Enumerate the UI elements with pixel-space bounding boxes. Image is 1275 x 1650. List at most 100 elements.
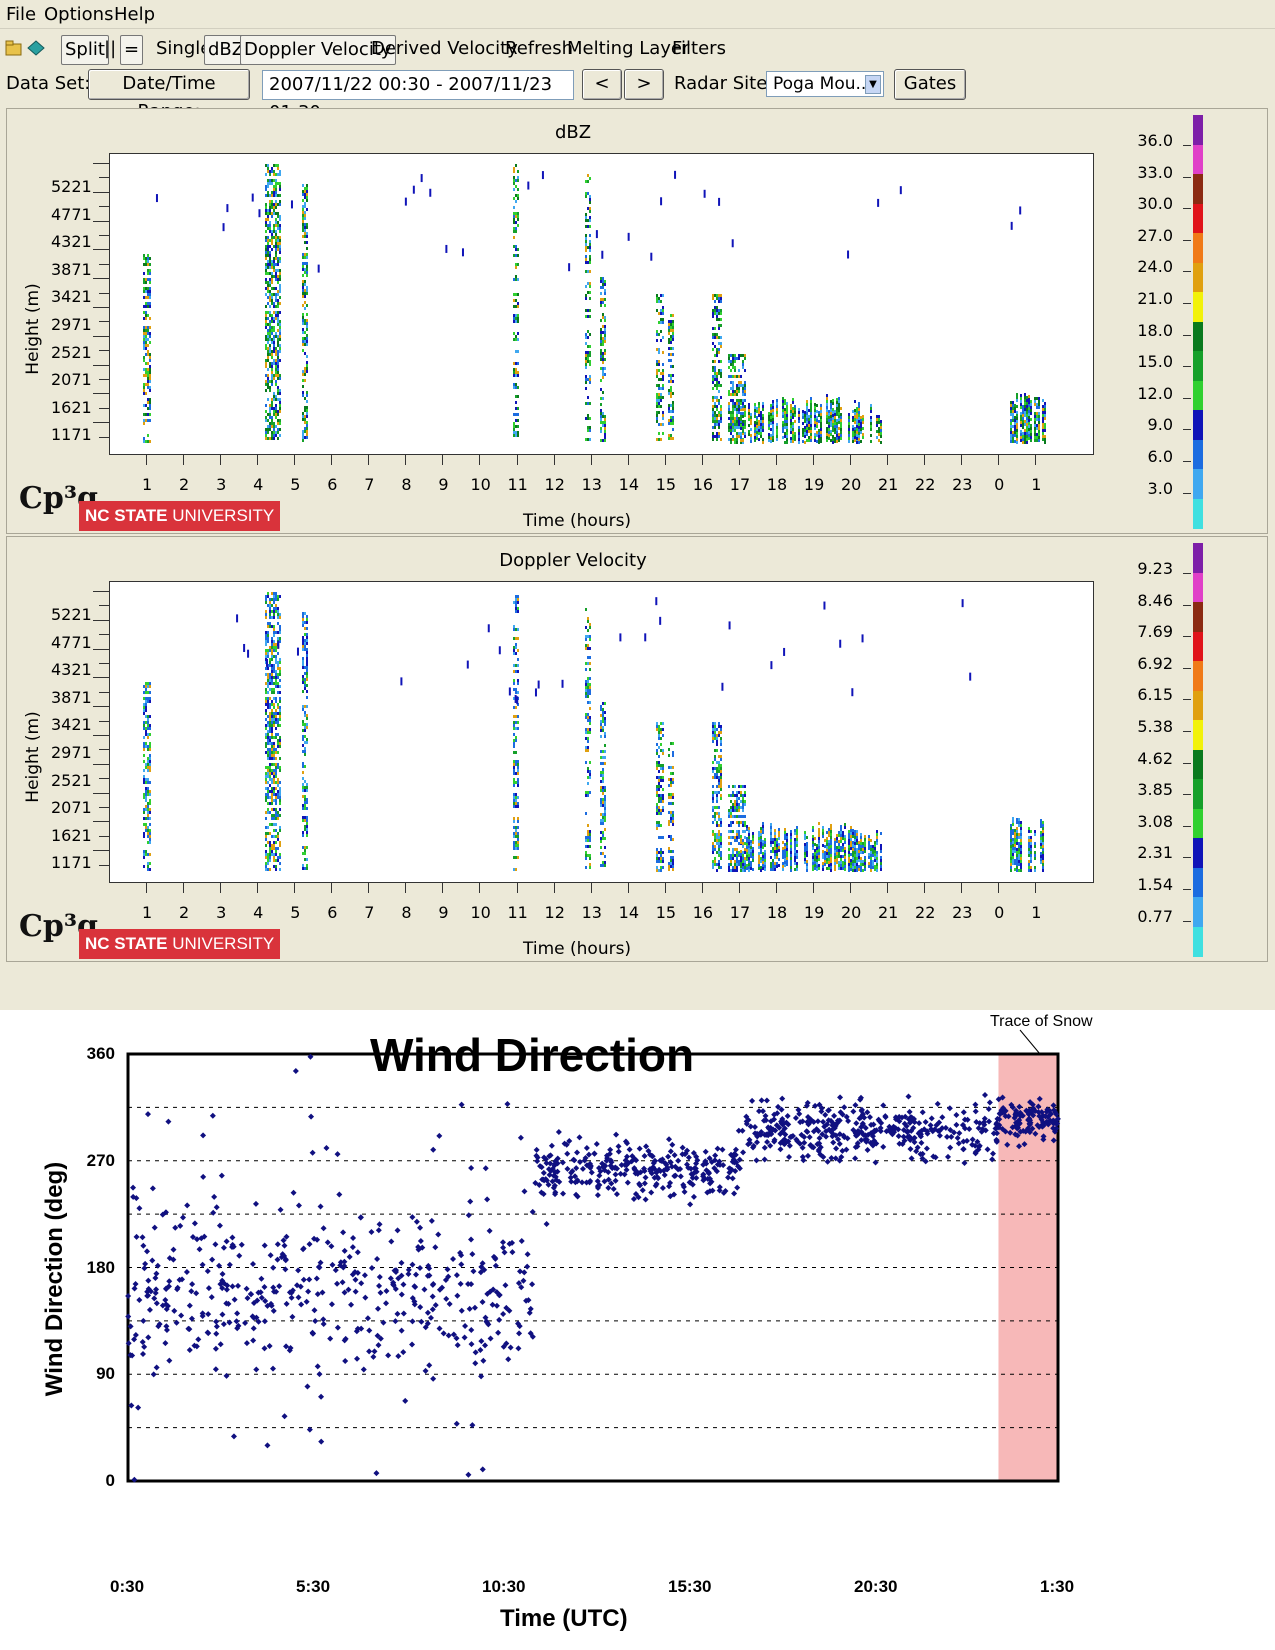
- echo-pixel: [589, 836, 591, 839]
- echo-pixel: [277, 203, 279, 206]
- single-button[interactable]: Single: [156, 38, 212, 59]
- doppler-plot[interactable]: [110, 582, 1093, 882]
- next-button[interactable]: >: [624, 69, 664, 100]
- open-icon[interactable]: [4, 38, 24, 58]
- echo-pixel: [672, 865, 674, 868]
- echo-pixel: [149, 835, 151, 838]
- echo-pixel: [302, 615, 304, 618]
- echo-pixel: [1034, 857, 1036, 860]
- menu-file[interactable]: File: [6, 4, 37, 25]
- echo-pixel: [772, 433, 774, 436]
- echo-pixel: [269, 868, 271, 871]
- echo-pixel: [662, 372, 664, 375]
- ncsu-bold-2: NC STATE: [85, 934, 168, 953]
- save-icon[interactable]: [26, 38, 46, 58]
- echo-pixel: [828, 861, 830, 864]
- echo-pixel: [587, 336, 589, 339]
- echo-pixel: [306, 421, 308, 424]
- echo-pixel: [143, 422, 145, 425]
- echo-pixel: [818, 441, 820, 444]
- doppler-velocity-button[interactable]: Doppler Velocity: [240, 35, 396, 65]
- echo-pixel: [149, 371, 151, 374]
- date-time-range-field[interactable]: 2007/11/22 00:30 - 2007/11/23 01:30: [262, 70, 574, 123]
- echo-pixel: [672, 338, 674, 341]
- echo-pixel: [273, 772, 275, 775]
- echo-pixel: [1020, 394, 1022, 397]
- echo-pixel: [1012, 844, 1014, 847]
- echo-pixel: [876, 424, 878, 427]
- echo-pixel: [810, 412, 812, 415]
- echo-pixel: [830, 827, 832, 830]
- echo-pixel: [662, 860, 664, 863]
- echo-pixel: [718, 435, 720, 438]
- echo-pixel: [143, 760, 145, 763]
- echo-pixel: [1020, 821, 1022, 824]
- echo-pixel: [742, 415, 744, 418]
- echo-pixel: [792, 398, 794, 401]
- filters-button[interactable]: Filters: [672, 38, 726, 59]
- echo-pixel: [864, 856, 866, 859]
- echo-pixel: [304, 301, 306, 304]
- echo-pixel: [517, 856, 519, 859]
- echo-pixel: [147, 685, 149, 688]
- echo-pixel: [302, 816, 304, 819]
- echo-pixel: [720, 782, 722, 785]
- gates-button[interactable]: Gates: [894, 69, 966, 100]
- echo-pixel: [714, 369, 716, 372]
- echo-pixel: [748, 839, 750, 842]
- echo-pixel: [712, 809, 714, 812]
- echo-pixel: [754, 439, 756, 442]
- echo-pixel: [277, 712, 279, 715]
- echo-pixel: [860, 431, 862, 434]
- echo-pixel: [1040, 852, 1042, 855]
- echo-pixel: [740, 815, 742, 818]
- radar-site-select[interactable]: Poga Mou... ▼: [766, 71, 884, 97]
- echo-pixel: [1036, 424, 1038, 427]
- echo-pixel: [149, 341, 151, 344]
- pipes-button[interactable]: ||: [104, 38, 117, 59]
- dbz-plot[interactable]: [110, 154, 1093, 454]
- echo-pixel: [585, 417, 587, 420]
- date-time-range-button[interactable]: Date/Time Range:: [88, 69, 250, 122]
- echo-pixel: [1016, 848, 1018, 851]
- echo-pixel: [304, 415, 306, 418]
- split-button[interactable]: Split: [61, 35, 109, 65]
- echo-pixel: [852, 848, 854, 851]
- prev-button[interactable]: <: [582, 69, 622, 100]
- echo-pixel: [720, 300, 722, 303]
- colorbar-swatch: [1193, 469, 1203, 499]
- echo-pixel: [1030, 869, 1032, 872]
- echo-pixel: [513, 646, 515, 649]
- echo-pixel: [585, 180, 587, 183]
- echo-pixel: [714, 833, 716, 836]
- menu-options[interactable]: Options: [44, 4, 114, 25]
- echo-pixel: [515, 179, 517, 182]
- echo-pixel: [515, 715, 517, 718]
- chevron-down-icon[interactable]: ▼: [865, 75, 881, 94]
- derived-velocity-button[interactable]: Derived Velocity: [371, 38, 518, 59]
- echo-pixel: [302, 328, 304, 331]
- echo-pixel: [712, 725, 714, 728]
- melting-layer-button[interactable]: Melting Layer: [567, 38, 690, 59]
- echo-pixel: [826, 418, 828, 421]
- colorbar-swatch: [1193, 144, 1203, 175]
- echo-pixel: [716, 821, 718, 824]
- echo-pixel: [668, 410, 670, 413]
- echo-pixel: [786, 417, 788, 420]
- echo-pixel: [1042, 848, 1044, 851]
- echo-pixel: [513, 778, 515, 781]
- data-point: [517, 1134, 524, 1141]
- echo-pixel: [273, 736, 275, 739]
- equals-button[interactable]: =: [120, 35, 144, 65]
- refresh-button[interactable]: Refresh: [505, 38, 573, 59]
- echo-pixel: [275, 404, 277, 407]
- echo-pixel: [267, 604, 269, 607]
- echo-pixel: [730, 411, 732, 414]
- menu-help[interactable]: Help: [114, 4, 156, 25]
- echo-speck: [461, 248, 464, 257]
- echo-pixel: [764, 865, 766, 868]
- echo-pixel: [832, 408, 834, 411]
- echo-pixel: [738, 836, 740, 839]
- echo-pixel: [587, 417, 589, 420]
- echo-pixel: [826, 867, 828, 870]
